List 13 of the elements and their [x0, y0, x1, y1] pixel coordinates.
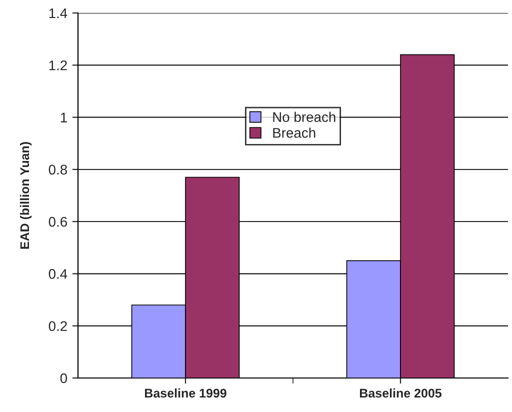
y-tick-label: 0	[60, 373, 68, 384]
x-tick-label: Baseline 1999	[144, 388, 226, 398]
y-tick-label: 0.4	[48, 269, 68, 279]
x-tick-label: Baseline 2005	[360, 388, 442, 398]
y-axis-title: EAD (billion Yuan)	[20, 142, 32, 249]
y-tick-label: 0.6	[48, 216, 67, 227]
y-tick-label: 1.2	[49, 60, 67, 70]
y-tick-label: 1	[60, 112, 67, 122]
legend-label: Breach	[273, 128, 316, 138]
y-tick-label: 0.2	[48, 321, 67, 332]
y-tick-label: 1.4	[49, 8, 68, 18]
y-tick-label: 0.8	[48, 164, 67, 175]
legend-label: No breach	[273, 112, 336, 122]
